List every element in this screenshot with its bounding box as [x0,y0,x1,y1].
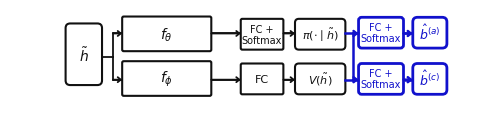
Text: FC +
Softmax: FC + Softmax [242,24,282,45]
FancyBboxPatch shape [122,17,212,52]
Text: FC: FC [255,74,269,84]
Text: FC +
Softmax: FC + Softmax [361,69,401,90]
FancyBboxPatch shape [122,62,212,96]
FancyBboxPatch shape [241,64,284,94]
FancyBboxPatch shape [241,20,284,50]
Text: $\tilde{h}$: $\tilde{h}$ [79,46,88,64]
FancyBboxPatch shape [66,24,102,85]
FancyBboxPatch shape [295,20,346,50]
FancyBboxPatch shape [358,18,404,49]
FancyBboxPatch shape [295,64,346,94]
Text: $f_\phi$: $f_\phi$ [160,69,173,88]
FancyBboxPatch shape [413,64,447,94]
Text: $\pi(\cdot\mid\tilde{h})$: $\pi(\cdot\mid\tilde{h})$ [302,26,339,43]
FancyBboxPatch shape [358,64,404,94]
FancyBboxPatch shape [413,18,447,49]
Text: FC +
Softmax: FC + Softmax [361,23,401,44]
Text: $f_\theta$: $f_\theta$ [160,26,173,43]
Text: $\hat{b}^{(c)}$: $\hat{b}^{(c)}$ [420,70,440,89]
Text: $\hat{b}^{(a)}$: $\hat{b}^{(a)}$ [419,24,440,43]
Text: $V(\tilde{h})$: $V(\tilde{h})$ [308,71,332,87]
